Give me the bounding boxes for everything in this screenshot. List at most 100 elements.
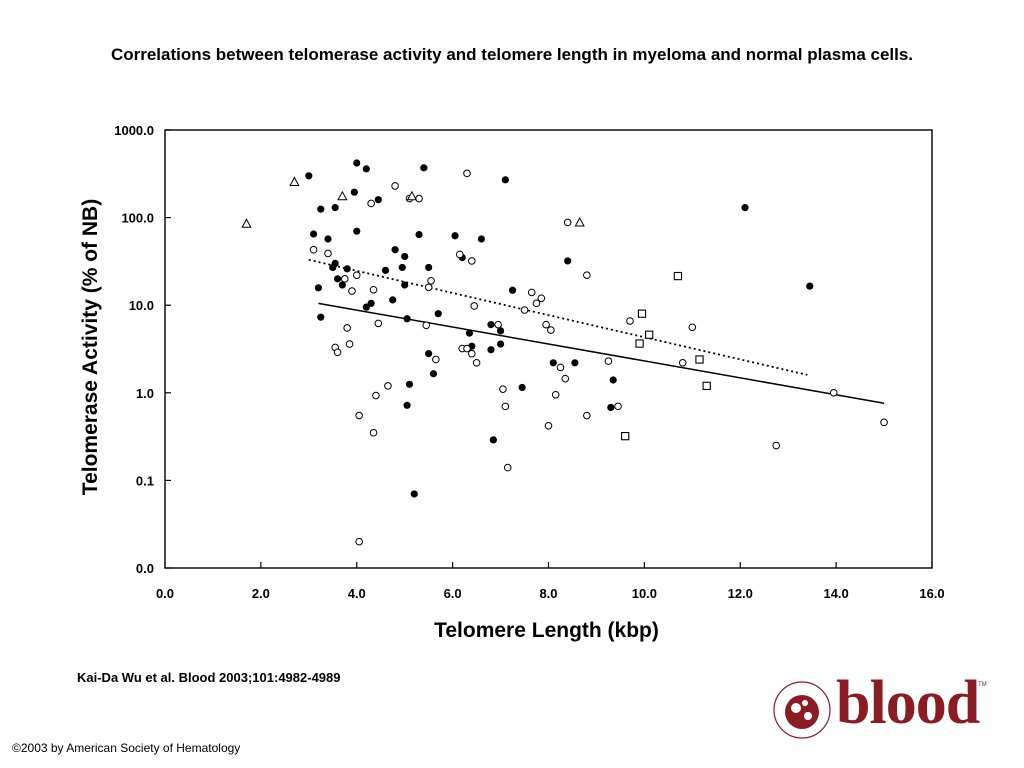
- data-point-filled-circle: [398, 263, 406, 272]
- data-point-open-circle: [503, 463, 512, 472]
- data-point-open-circle: [309, 245, 318, 254]
- data-point-open-triangle: [337, 190, 348, 201]
- chart-title: Correlations between telomerase activity…: [110, 45, 914, 64]
- y-tick-label: 1.0: [136, 386, 154, 401]
- data-point-open-circle: [626, 317, 634, 325]
- data-point-open-circle: [547, 326, 555, 334]
- blood-logo: blood TM: [770, 669, 990, 748]
- data-point-open-square: [695, 355, 704, 364]
- data-point-open-circle: [472, 359, 481, 367]
- data-point-filled-circle: [564, 257, 572, 265]
- x-tick-label: 8.0: [539, 586, 557, 601]
- data-point-open-circle: [563, 218, 572, 227]
- data-point-open-circle: [542, 320, 550, 329]
- y-axis-label: Telomerase Activity (% of NB): [79, 199, 102, 495]
- x-tick-label: 10.0: [632, 586, 657, 601]
- data-point-open-circle: [583, 271, 591, 280]
- data-point-open-circle: [614, 402, 622, 411]
- x-axis-label: Telomere Length (kbp): [434, 619, 659, 642]
- data-point-filled-circle: [429, 370, 438, 378]
- data-point-open-square: [645, 330, 654, 339]
- data-point-open-circle: [520, 306, 529, 314]
- data-point-filled-circle: [496, 340, 505, 348]
- citation: Kai-Da Wu et al. Blood 2003;101:4982-498…: [77, 670, 341, 685]
- data-point-filled-circle: [350, 188, 358, 196]
- data-point-open-circle: [468, 257, 476, 265]
- data-point-open-triangle: [289, 176, 300, 186]
- data-point-filled-circle: [389, 296, 397, 304]
- data-point-filled-circle: [381, 266, 390, 274]
- data-point-filled-circle: [401, 281, 409, 289]
- data-point-filled-circle: [343, 265, 351, 273]
- data-point-open-square: [621, 431, 630, 441]
- data-point-open-circle: [499, 385, 507, 393]
- data-point-open-circle: [424, 283, 433, 292]
- x-tick-label: 14.0: [823, 586, 848, 601]
- data-point-filled-circle: [741, 204, 749, 212]
- data-point-open-circle: [352, 271, 361, 280]
- data-point-open-circle: [384, 382, 392, 390]
- x-tick-label: 0.0: [156, 586, 174, 601]
- data-point-filled-circle: [410, 490, 418, 498]
- data-point-open-circle: [422, 321, 431, 330]
- data-point-filled-circle: [518, 383, 526, 392]
- data-point-open-circle: [369, 285, 378, 294]
- data-point-filled-circle: [401, 252, 409, 261]
- data-point-open-circle: [355, 537, 363, 546]
- data-point-open-circle: [772, 441, 781, 450]
- data-point-open-circle: [343, 324, 351, 332]
- data-point-filled-circle: [324, 235, 332, 243]
- data-point-open-triangle: [574, 216, 585, 227]
- data-point-filled-circle: [317, 205, 325, 213]
- data-point-filled-circle: [549, 359, 557, 367]
- logo-wordmark: blood: [836, 669, 980, 737]
- trend-line-solid: [318, 302, 885, 404]
- data-point-filled-circle: [571, 359, 579, 367]
- data-point-filled-circle: [609, 376, 617, 384]
- data-point-filled-circle: [415, 230, 423, 239]
- y-tick-label: 1000.0: [114, 123, 154, 138]
- y-tick-label: 10.0: [129, 298, 154, 313]
- data-point-open-circle: [355, 411, 363, 420]
- data-point-open-circle: [544, 422, 553, 430]
- data-point-open-circle: [556, 363, 565, 372]
- data-point-filled-circle: [806, 282, 814, 290]
- x-tick-label: 12.0: [728, 586, 753, 601]
- data-point-open-square: [635, 339, 644, 348]
- data-point-open-circle: [372, 391, 380, 400]
- data-point-filled-circle: [487, 321, 495, 329]
- data-point-filled-circle: [331, 204, 339, 212]
- data-point-filled-circle: [451, 232, 459, 240]
- data-point-filled-circle: [338, 281, 346, 289]
- x-tick-label: 4.0: [348, 586, 366, 601]
- data-point-filled-circle: [477, 235, 485, 243]
- data-point-filled-circle: [314, 284, 322, 292]
- data-point-open-circle: [348, 287, 356, 295]
- data-point-open-circle: [345, 340, 354, 348]
- data-point-open-circle: [432, 355, 440, 364]
- x-tick-label: 6.0: [444, 586, 462, 601]
- y-tick-label: 100.0: [121, 211, 154, 226]
- data-point-filled-circle: [487, 346, 495, 354]
- data-point-open-circle: [604, 357, 613, 365]
- trend-line-dotted: [308, 258, 808, 376]
- data-point-filled-circle: [333, 275, 342, 283]
- data-point-open-circle: [551, 390, 560, 399]
- data-point-open-circle: [537, 294, 546, 303]
- data-point-filled-circle: [362, 165, 370, 173]
- data-point-open-circle: [494, 320, 502, 329]
- data-point-filled-circle: [420, 164, 428, 172]
- data-point-filled-circle: [607, 403, 615, 412]
- data-point-open-circle: [532, 299, 541, 308]
- data-point-filled-circle: [374, 196, 382, 204]
- data-point-open-circle: [427, 276, 435, 285]
- data-point-filled-circle: [425, 350, 433, 358]
- data-point-filled-circle: [496, 327, 505, 335]
- data-point-open-circle: [391, 182, 399, 190]
- x-tick-label: 16.0: [919, 586, 944, 601]
- data-point-open-circle: [374, 319, 383, 328]
- data-point-open-triangle: [241, 218, 252, 228]
- data-point-open-circle: [688, 323, 697, 332]
- data-point-open-circle: [340, 275, 349, 283]
- scatter-chart: 0.0 2.0 4.0 6.0 8.0 10.0 12.0 14.0 16.0 0.0 0.1 1.0…: [79, 123, 945, 642]
